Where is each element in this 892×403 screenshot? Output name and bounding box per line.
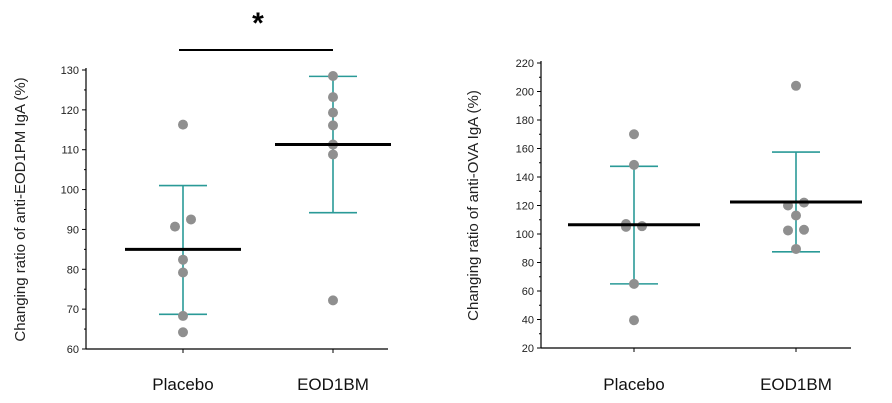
y-tick-label: 70	[67, 304, 79, 316]
data-point	[629, 129, 639, 140]
data-point	[328, 92, 338, 103]
category-label: Placebo	[603, 375, 664, 394]
y-tick-label: 120	[516, 201, 534, 213]
group-eod1bm	[730, 80, 862, 254]
y-tick-label: 160	[516, 144, 534, 156]
data-point	[629, 278, 639, 289]
y-tick-label: 90	[67, 224, 79, 236]
data-point	[629, 159, 639, 170]
y-tick-label: 120	[61, 105, 79, 117]
data-point	[791, 210, 801, 221]
y-tick-label: 80	[67, 264, 79, 276]
chart-panel-anti-ova: 20 40 60 80 100 120 140 160 180 200 220 Changing ra…	[465, 58, 862, 394]
data-point	[170, 221, 180, 232]
y-tick-label: 100	[516, 229, 534, 241]
y-axis-title: Changing ratio of anti-EOD1PM IgA (%)	[12, 77, 29, 341]
y-tick-label: 20	[522, 343, 534, 355]
data-point	[328, 70, 338, 81]
y-tick-label: 60	[67, 344, 79, 356]
y-tick-label: 60	[522, 286, 534, 298]
y-tick-label: 220	[516, 58, 534, 70]
data-point	[328, 149, 338, 160]
y-tick-label: 80	[522, 258, 534, 270]
category-label: Placebo	[152, 375, 213, 394]
data-point	[629, 315, 639, 326]
y-tick-label: 110	[61, 145, 79, 157]
y-tick-label: 130	[61, 65, 79, 77]
group-placebo	[568, 129, 700, 326]
data-point	[328, 120, 338, 131]
data-point	[178, 119, 188, 130]
category-label: EOD1BM	[297, 375, 369, 394]
data-point	[328, 295, 338, 306]
y-axis-title: Changing ratio of anti-OVA IgA (%)	[465, 90, 482, 321]
y-tick-label: 100	[61, 185, 79, 197]
data-point	[791, 80, 801, 91]
data-point	[178, 267, 188, 278]
data-point	[178, 327, 188, 338]
data-point	[178, 310, 188, 321]
data-point	[328, 107, 338, 118]
data-point	[783, 225, 793, 236]
chart-panel-anti-eod1pm: 60 70 80 90 100 110 120 130 Changing ratio of an…	[12, 7, 391, 394]
y-tick-label: 200	[516, 87, 534, 99]
significance-star: *	[252, 7, 264, 40]
y-tick-label: 40	[522, 315, 534, 327]
category-label: EOD1BM	[760, 375, 832, 394]
data-point	[178, 254, 188, 265]
data-point	[186, 214, 196, 225]
y-tick-label: 180	[516, 115, 534, 127]
data-point	[799, 224, 809, 235]
data-point	[791, 243, 801, 254]
group-eod1bm	[275, 70, 391, 306]
group-placebo	[125, 119, 241, 338]
y-tick-label: 140	[516, 172, 534, 184]
